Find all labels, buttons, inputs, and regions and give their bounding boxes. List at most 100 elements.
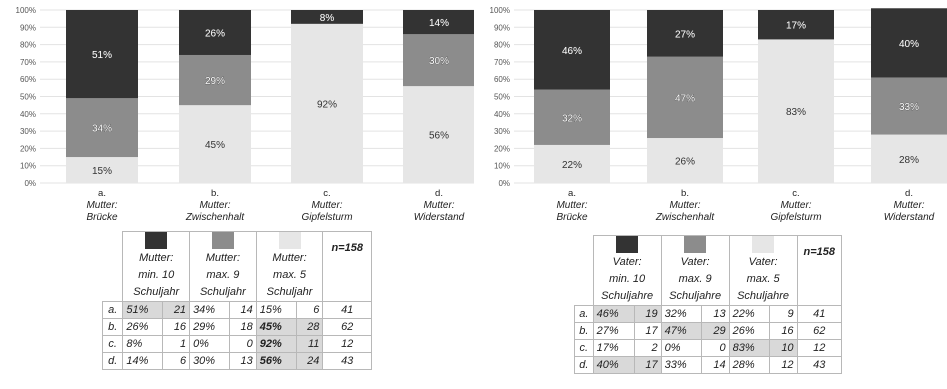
legend-header-line-2: max. 9 — [678, 273, 712, 285]
count-cell: 14 — [229, 301, 257, 319]
y-tick-label: 100% — [490, 6, 510, 15]
y-tick-label: 80% — [20, 41, 36, 50]
bar-segment-light — [403, 86, 474, 183]
data-label: 26% — [205, 28, 225, 39]
bar-segment-light — [291, 23, 363, 184]
percent-cell: 83% — [728, 339, 771, 357]
n-cell: 43 — [322, 352, 372, 370]
count-cell: 13 — [229, 352, 257, 370]
data-label: 56% — [429, 131, 449, 142]
table-row: b. 26% 16 29% 18 45% 28 62 — [101, 318, 372, 336]
legend-swatch-mid — [684, 236, 707, 253]
y-tick-label: 60% — [20, 75, 36, 84]
legend-header: Vater: max. 9 Schuljahre — [660, 235, 730, 306]
table-row: d. 40% 17 33% 14 28% 12 43 — [574, 356, 843, 374]
category-name: Mutter: — [423, 200, 454, 211]
percent-cell: 45% — [255, 318, 297, 336]
category-name: Mutter: — [780, 200, 811, 211]
legend-header: Mutter: min. 10 Schuljahr — [122, 231, 191, 302]
percent-cell: 51% — [122, 301, 164, 319]
table-row: c. 17% 2 0% 0 83% 10 12 — [574, 339, 843, 357]
y-tick-label: 10% — [494, 162, 510, 171]
category-name: Mutter: — [86, 200, 117, 211]
percent-cell: 26% — [728, 322, 771, 340]
row-label: b. — [101, 318, 124, 336]
header-row: Mutter: min. 10 Schuljahr Mutter: max. 9 Schu… — [102, 231, 372, 302]
count-cell: 16 — [162, 318, 191, 336]
y-tick-label: 90% — [494, 23, 510, 32]
count-cell: 21 — [162, 301, 191, 319]
data-label: 34% — [92, 124, 112, 135]
count-cell: 24 — [295, 352, 324, 370]
y-tick-label: 90% — [20, 23, 36, 32]
data-label: 15% — [92, 166, 112, 177]
n-cell: 12 — [796, 339, 843, 357]
percent-cell: 0% — [189, 335, 231, 353]
count-cell: 10 — [769, 339, 798, 357]
y-tick-label: 50% — [494, 93, 510, 102]
data-label: 30% — [429, 56, 449, 67]
category-sub: Gipfelsturm — [301, 212, 352, 223]
percent-cell: 14% — [122, 352, 164, 370]
percent-cell: 40% — [592, 356, 635, 374]
legend-swatch-light — [752, 236, 775, 253]
bar-segment-light — [66, 157, 138, 183]
row-label: d. — [101, 352, 124, 370]
percent-cell: 22% — [728, 305, 771, 323]
row-label: a. — [101, 301, 124, 319]
bar-segment-mid — [647, 56, 723, 139]
legend-header: Vater: max. 5 Schuljahre — [728, 235, 798, 306]
percent-cell: 15% — [255, 301, 297, 319]
bar-segment-light — [758, 39, 834, 183]
legend-swatch-mid — [211, 232, 234, 249]
count-cell: 1 — [162, 335, 191, 353]
percent-cell: 0% — [660, 339, 703, 357]
percent-cell: 27% — [592, 322, 635, 340]
legend-header-line-3: Schuljahr — [266, 286, 313, 298]
table-row: b. 27% 17 47% 29 26% 16 62 — [574, 322, 843, 340]
y-tick-label: 20% — [20, 144, 36, 153]
legend-header-line-3: Schuljahr — [133, 286, 180, 298]
legend-header: Mutter: max. 9 Schuljahr — [189, 231, 257, 302]
count-cell: 2 — [633, 339, 662, 357]
legend-header-line-2: max. 5 — [273, 269, 307, 281]
bar-segment-dark — [758, 10, 834, 40]
category-sub: Zwischenhalt — [655, 212, 716, 223]
corner-cell — [574, 235, 594, 306]
data-label: 27% — [675, 29, 695, 40]
category-letter: c. — [323, 188, 330, 199]
bar-segment-light — [647, 138, 723, 183]
y-tick-label: 100% — [16, 6, 36, 15]
percent-cell: 34% — [189, 301, 231, 319]
category-name: Mutter: — [199, 200, 230, 211]
count-cell: 6 — [162, 352, 191, 370]
n-cell: 41 — [796, 305, 843, 323]
legend-header-line-1: Vater: — [748, 256, 778, 268]
n-cell: 62 — [796, 322, 843, 340]
category-letter: d. — [435, 188, 443, 199]
table-row: d. 14% 6 30% 13 56% 24 43 — [101, 352, 372, 370]
percent-cell: 8% — [122, 335, 164, 353]
legend-header-line-1: Vater: — [680, 256, 710, 268]
data-label: 17% — [786, 21, 806, 32]
row-label: c. — [101, 335, 124, 353]
bar-segment-dark — [871, 8, 947, 78]
legend-header: Vater: min. 10 Schuljahre — [592, 235, 662, 306]
data-label: 46% — [562, 46, 582, 57]
stacked-bar-chart-mutter: 0% 10% 20% 30% 40% 50% 60% 70% 80% 90% 100% 15% 34% 5… — [16, 6, 474, 223]
y-tick-label: 40% — [20, 110, 36, 119]
count-cell: 29 — [701, 322, 730, 340]
count-cell: 12 — [769, 356, 798, 374]
count-cell: 11 — [295, 335, 324, 353]
count-cell: 0 — [701, 339, 730, 357]
legend-header-line-3: Schuljahr — [199, 286, 246, 298]
legend-header: Mutter: max. 5 Schuljahr — [255, 231, 324, 302]
category-name: Mutter: — [556, 200, 587, 211]
bar-segment-dark — [403, 10, 474, 35]
bar-segment-mid — [403, 34, 474, 87]
n-cell: 12 — [322, 335, 372, 353]
category-sub: Brücke — [556, 212, 588, 223]
category-name: Mutter: — [893, 200, 924, 211]
count-cell: 6 — [295, 301, 324, 319]
data-label: 92% — [317, 99, 337, 110]
